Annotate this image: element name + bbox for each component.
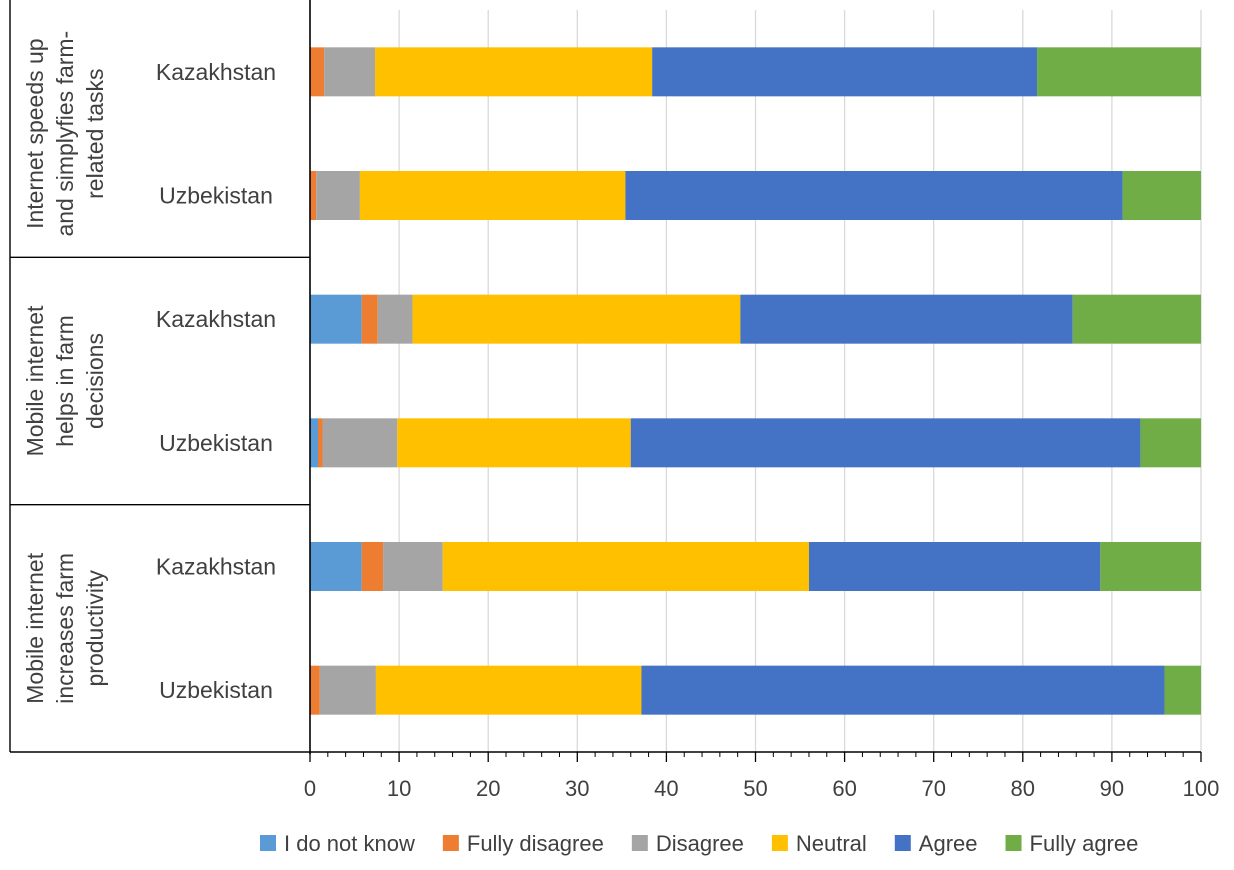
bar-segment	[1122, 171, 1201, 220]
legend-swatch	[771, 835, 788, 851]
x-tick-label: 50	[743, 776, 767, 801]
bar-segment	[630, 418, 1141, 468]
legend-swatch	[894, 835, 911, 851]
legend-label: Fully disagree	[467, 831, 604, 856]
bar-segment	[310, 47, 325, 97]
legend-item: Agree	[894, 831, 978, 856]
bar-segment	[310, 171, 317, 220]
category-label: Kazakhstan	[156, 306, 276, 332]
legend-swatch	[631, 835, 648, 851]
x-tick-label: 90	[1100, 776, 1124, 801]
bar-segment	[1100, 542, 1201, 591]
bar-segment	[375, 47, 653, 97]
legend: I do not know Fully disagree Disagree Neutr…	[260, 831, 1138, 856]
axes	[9, 0, 1202, 762]
category-label: Uzbekistan	[159, 430, 273, 456]
bar-segment	[310, 418, 319, 468]
bar-segment	[361, 294, 378, 344]
bar-segment	[641, 665, 1165, 715]
bars	[310, 47, 1201, 715]
category-labels: Kazakhstan Uzbekistan Kazakhstan Uzbekistan…	[22, 31, 276, 704]
bar-segment	[808, 542, 1101, 591]
category-label: Kazakhstan	[156, 59, 276, 85]
group-label-line: Internet speeds up	[22, 38, 48, 229]
x-tick-label: 80	[1011, 776, 1035, 801]
bar-segment	[316, 171, 360, 220]
bar-segment	[383, 542, 443, 591]
x-tick-labels: 0 10 20 30 40 50 60 70 80 90 100	[304, 776, 1219, 801]
bar-segment	[1037, 47, 1201, 97]
bar-segment	[625, 171, 1123, 220]
group-label-line: helps in farm	[52, 315, 78, 447]
x-tick-label: 70	[921, 776, 945, 801]
x-tick-label: 100	[1183, 776, 1220, 801]
legend-item: Fully disagree	[442, 831, 604, 856]
category-label: Uzbekistan	[159, 183, 273, 209]
x-tick-label: 60	[832, 776, 856, 801]
x-tick-label: 0	[304, 776, 316, 801]
group-label-line: decisions	[82, 333, 108, 429]
bar-segment	[1140, 418, 1201, 468]
bar-segment	[740, 294, 1073, 344]
group-label: Mobile internet helps in farm decisions	[22, 305, 108, 456]
legend-label: Neutral	[796, 831, 867, 856]
legend-swatch	[1005, 835, 1022, 851]
bar-segment	[322, 418, 398, 468]
category-label: Kazakhstan	[156, 554, 276, 580]
legend-item: Fully agree	[1005, 831, 1139, 856]
bar-segment	[324, 47, 376, 97]
bar-segment	[310, 294, 362, 344]
bar-segment	[359, 171, 626, 220]
bar-segment	[397, 418, 631, 468]
bar-segment	[361, 542, 384, 591]
x-tick-label: 20	[476, 776, 500, 801]
gridlines	[398, 10, 1202, 752]
legend-item: Disagree	[631, 831, 744, 856]
bar-segment	[652, 47, 1038, 97]
legend-label: I do not know	[284, 831, 415, 856]
group-label: Internet speeds up and simplyfies farm-re…	[22, 31, 108, 237]
group-label-line: Mobile internet	[22, 552, 48, 703]
group-label-line: increases farm	[52, 553, 78, 704]
legend-swatch	[260, 835, 276, 851]
bar-segment	[318, 418, 323, 468]
x-tick-label: 30	[565, 776, 589, 801]
bar-segment	[442, 542, 809, 591]
bar-segment	[412, 294, 741, 344]
group-label-line: and simplyfies farm-	[52, 31, 78, 237]
group-label-line: productivity	[82, 570, 108, 687]
x-tick-label: 10	[387, 776, 411, 801]
group-label-line: Mobile internet	[22, 305, 48, 456]
legend-item: Neutral	[771, 831, 867, 856]
legend-swatch	[442, 835, 459, 851]
group-label: Mobile internet increases farm productivit…	[22, 552, 108, 703]
bar-segment	[1164, 665, 1201, 715]
bar-segment	[1072, 294, 1201, 344]
legend-item: I do not know	[260, 831, 415, 856]
bar-segment	[310, 542, 362, 591]
bar-segment	[310, 665, 320, 715]
bar-segment	[319, 665, 376, 715]
legend-label: Agree	[919, 831, 978, 856]
bar-segment	[375, 665, 642, 715]
bar-segment	[377, 294, 413, 344]
x-tick-label: 40	[654, 776, 678, 801]
legend-label: Fully agree	[1030, 831, 1139, 856]
group-label-line: related tasks	[82, 68, 108, 198]
legend-label: Disagree	[656, 831, 744, 856]
category-label: Uzbekistan	[159, 677, 273, 703]
